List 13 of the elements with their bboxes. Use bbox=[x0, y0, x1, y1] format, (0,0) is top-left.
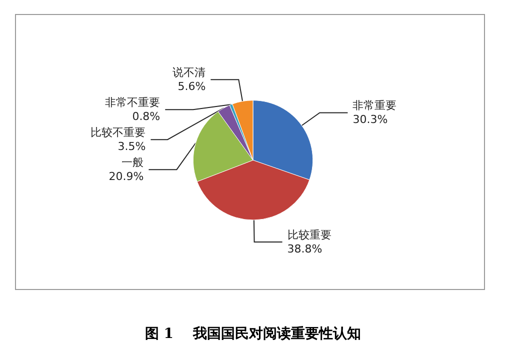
text: 图 1 我国国民对阅读重要性认知 bbox=[144, 326, 362, 342]
slice-label: 非常不重要 bbox=[105, 96, 160, 110]
slice-label: 说不清 bbox=[172, 66, 206, 80]
data-label: 5.6% bbox=[178, 80, 206, 94]
data-label: 38.8% bbox=[287, 242, 322, 256]
slice-label: 比较重要 bbox=[287, 228, 332, 242]
data-label: 3.5% bbox=[118, 140, 146, 154]
data-label: 30.3% bbox=[352, 113, 388, 126]
data-label: 0.8% bbox=[132, 110, 160, 124]
slice-label: 一般 bbox=[122, 156, 144, 170]
slice-label: 比较不重要 bbox=[90, 126, 146, 140]
slice-label: 非常重要 bbox=[352, 99, 397, 112]
data-label: 20.9% bbox=[108, 170, 144, 184]
